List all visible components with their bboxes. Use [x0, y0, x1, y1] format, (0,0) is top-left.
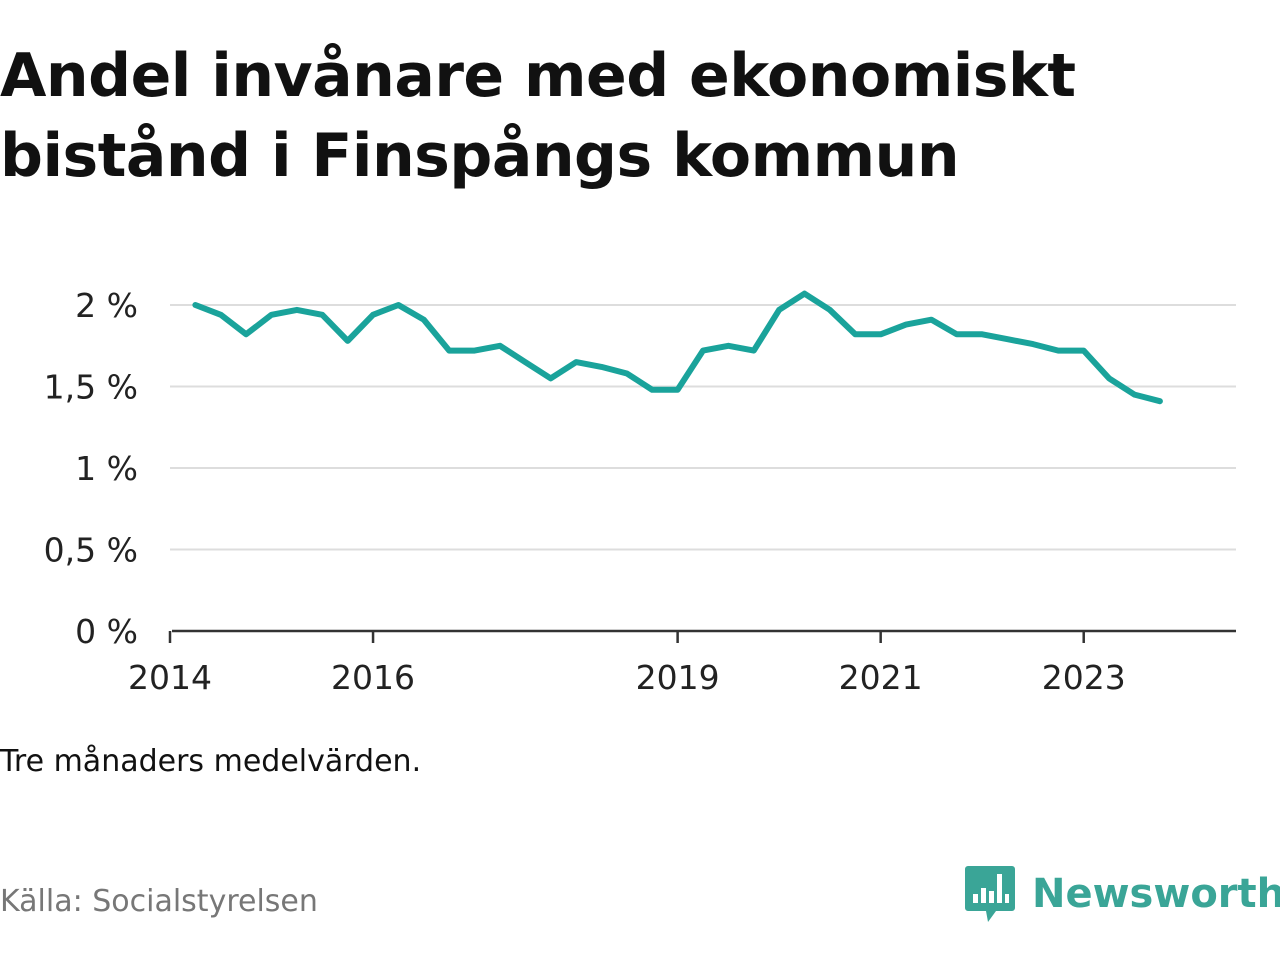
brand-name: Newsworthy [1032, 871, 1280, 917]
x-tick-label: 2021 [839, 658, 923, 697]
data-point [497, 343, 503, 349]
x-tick-label: 2014 [128, 658, 212, 697]
data-point [598, 364, 604, 370]
newsworthy-logo-icon [965, 866, 1015, 922]
data-point [319, 312, 325, 318]
y-tick-label: 0,5 % [44, 531, 138, 570]
data-point [243, 331, 249, 337]
data-point [802, 291, 808, 297]
y-axis-labels: 0 % 0,5 % 1 % 1,5 % 2 % [44, 286, 138, 651]
data-point [446, 348, 452, 354]
x-axis: 2014 2016 2019 2021 2023 [128, 629, 1236, 697]
data-point [1157, 398, 1163, 404]
data-point [1005, 336, 1011, 342]
gridlines [170, 304, 1236, 551]
data-point [1030, 341, 1036, 347]
data-point [903, 322, 909, 328]
data-point [370, 312, 376, 318]
data-point [1055, 348, 1061, 354]
data-point [776, 307, 782, 313]
series-layer [192, 290, 1163, 405]
data-point [751, 348, 757, 354]
y-tick-label: 2 % [75, 286, 138, 325]
data-point [725, 343, 731, 349]
data-point [1081, 348, 1087, 354]
data-point [218, 312, 224, 318]
data-point [954, 331, 960, 337]
data-point [649, 387, 655, 393]
data-point [928, 317, 934, 323]
y-tick-label: 1,5 % [44, 368, 138, 407]
data-point [624, 370, 630, 376]
x-tick-label: 2019 [636, 658, 720, 697]
x-tick-label: 2023 [1042, 658, 1126, 697]
data-point [395, 302, 401, 308]
data-point [878, 331, 884, 337]
data-point [852, 331, 858, 337]
data-point [522, 359, 528, 365]
chart-note: Tre månaders medelvärden. [0, 744, 422, 779]
y-tick-label: 0 % [75, 612, 138, 651]
x-tick-label: 2016 [331, 658, 415, 697]
data-point [472, 348, 478, 354]
data-point [979, 331, 985, 337]
data-point [192, 302, 198, 308]
data-point [294, 307, 300, 313]
data-point [421, 317, 427, 323]
y-tick-label: 1 % [75, 449, 138, 488]
data-point [269, 312, 275, 318]
series-line [192, 290, 1163, 405]
data-point [548, 375, 554, 381]
brand-logo-block: Newsworthy [964, 862, 1280, 926]
data-point [1106, 375, 1112, 381]
data-point [700, 348, 706, 354]
data-point [573, 359, 579, 365]
data-point [345, 338, 351, 344]
data-point [675, 387, 681, 393]
chart-title: Andel invånare med ekonomiskt bistånd i … [0, 41, 1076, 191]
source-credit: Källa: Socialstyrelsen [0, 884, 318, 919]
data-point [1131, 392, 1137, 398]
data-point [827, 307, 833, 313]
